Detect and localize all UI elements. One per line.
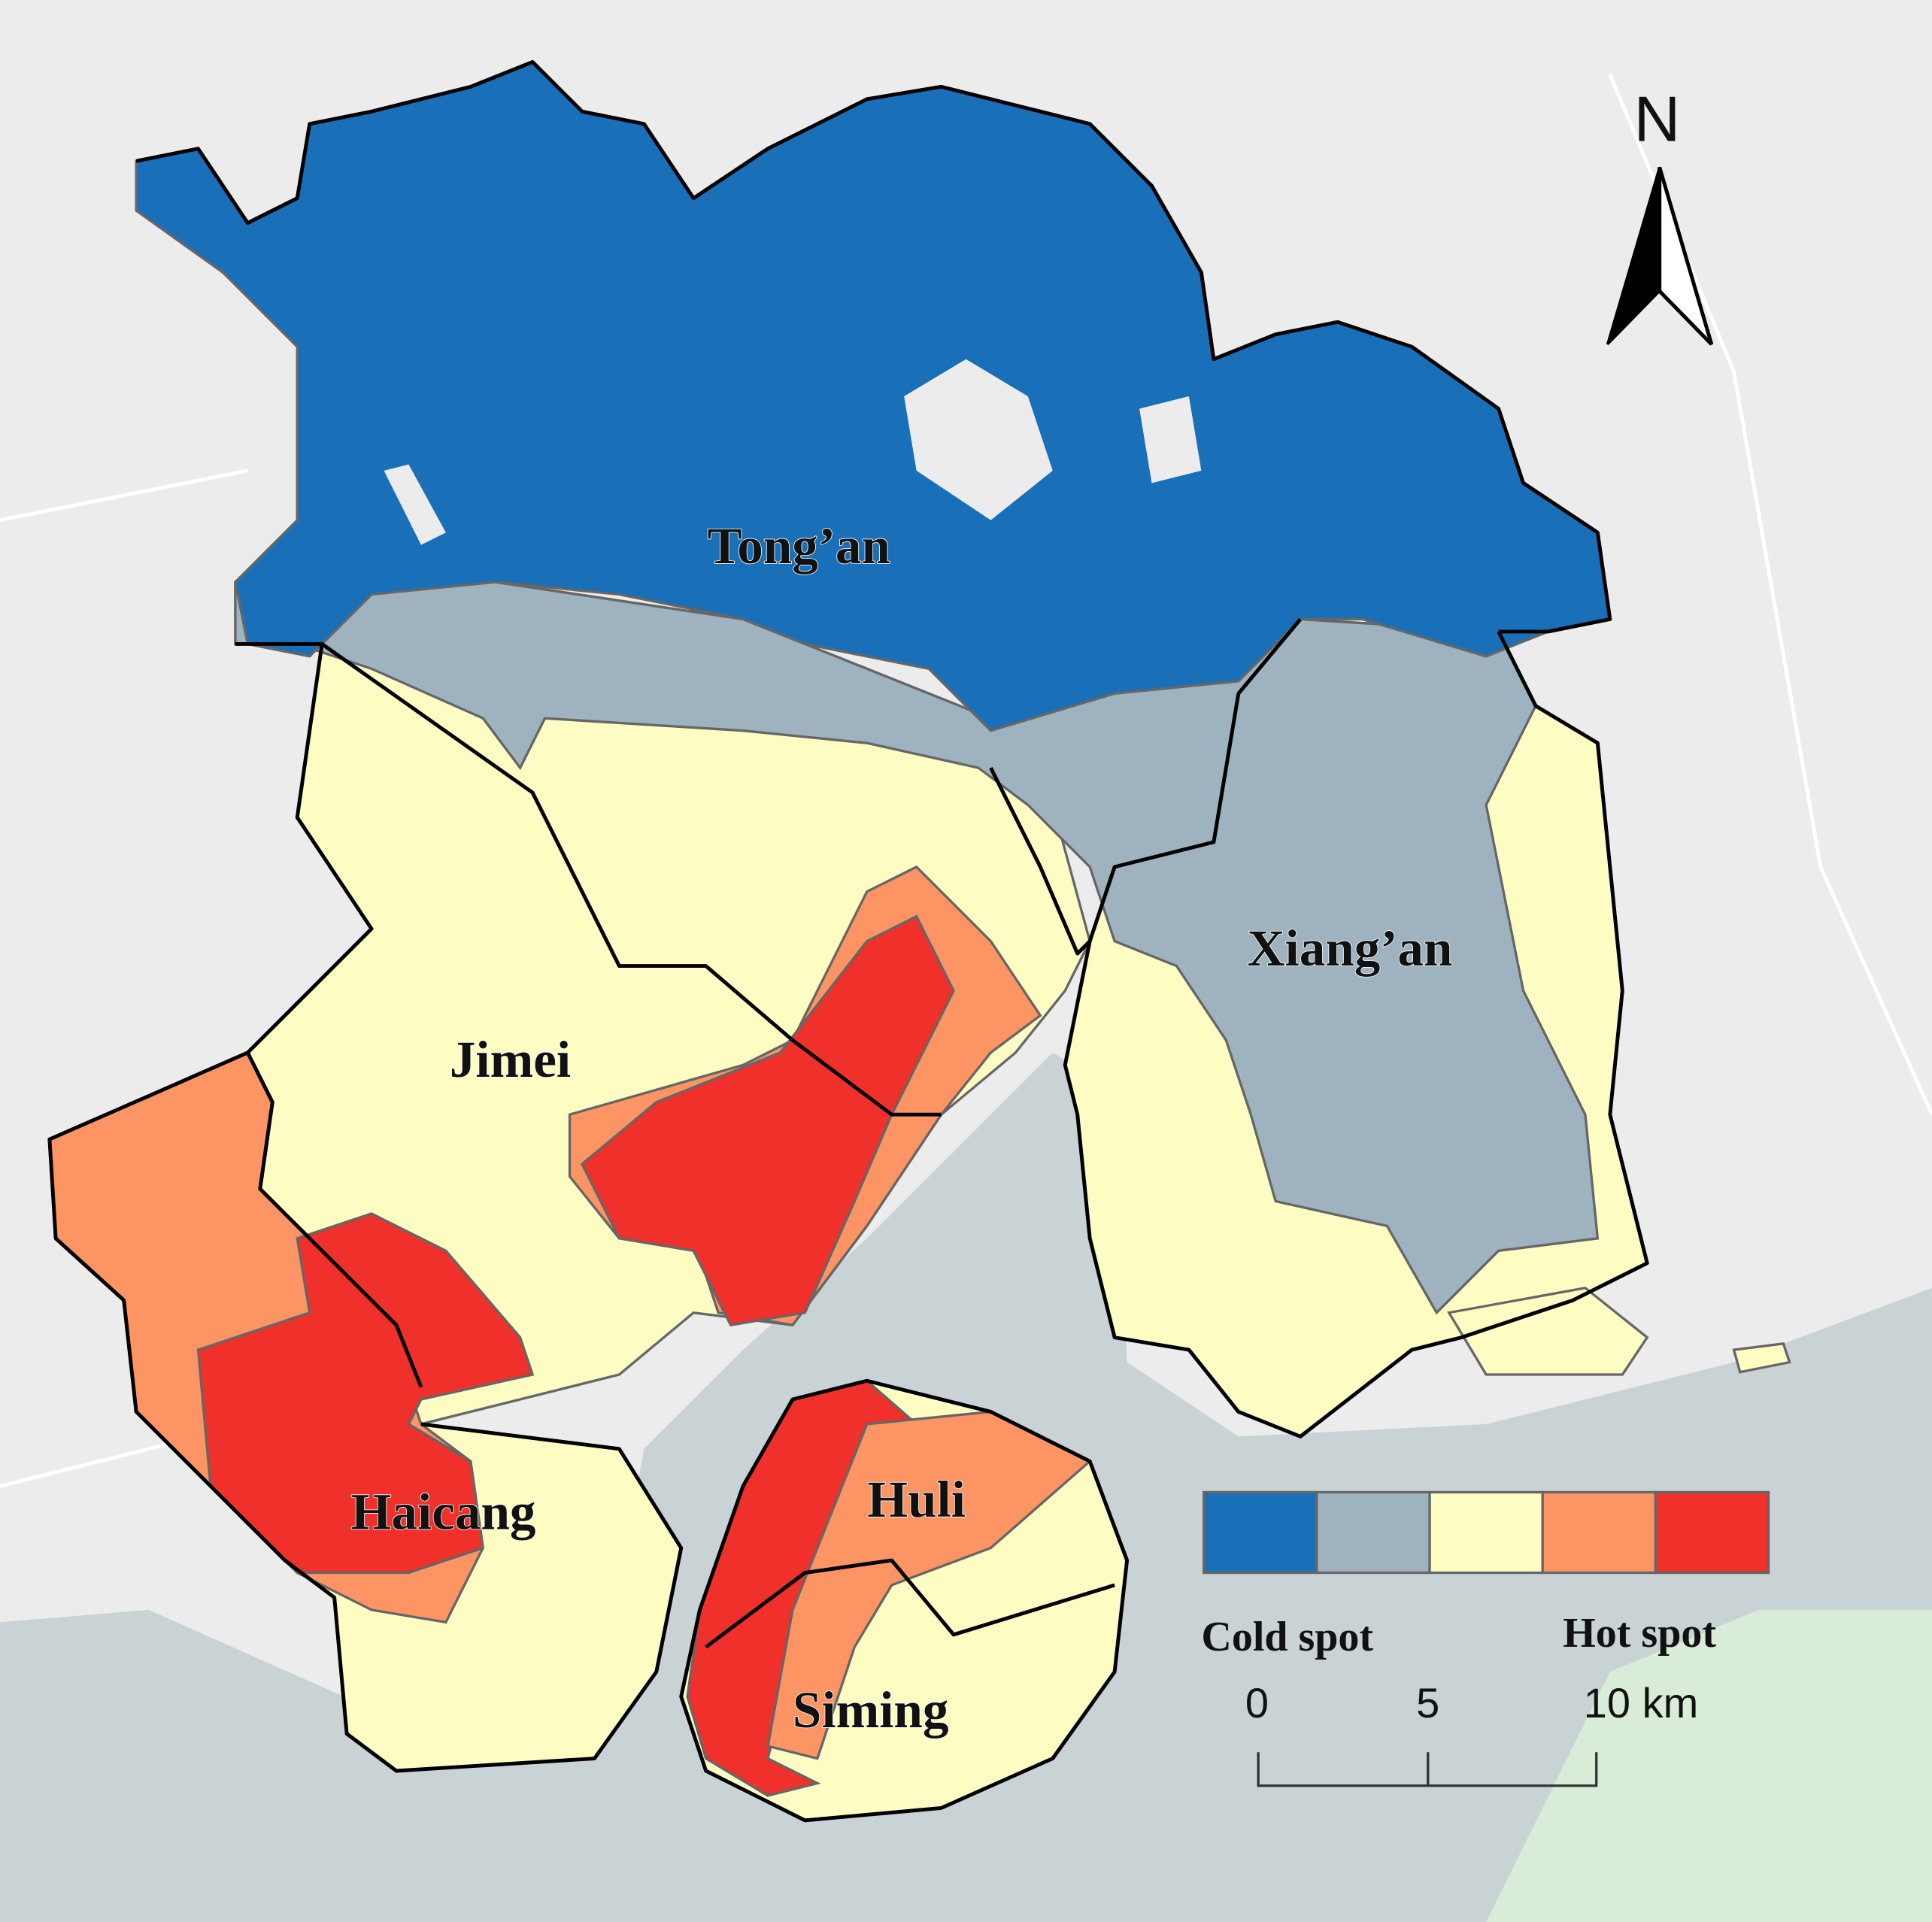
district-label: Tong’an <box>707 517 890 574</box>
scale-label: 5 <box>1416 1679 1439 1726</box>
border <box>989 617 1303 956</box>
no-data-area <box>1139 396 1202 484</box>
islet <box>1732 1342 1791 1374</box>
border <box>135 59 1612 634</box>
district-label: Haicang <box>351 1482 536 1540</box>
scale-bar <box>1257 1752 1598 1787</box>
legend-swatch <box>1654 1490 1770 1575</box>
legend-high-label: Hot spot <box>1563 1610 1716 1657</box>
scale-label: 10 km <box>1584 1679 1698 1726</box>
border <box>679 1378 1130 1823</box>
green-area <box>1486 1609 1932 1922</box>
border <box>47 641 684 1773</box>
legend-swatch <box>1315 1490 1431 1575</box>
border <box>246 1051 423 1388</box>
scale-label: 0 <box>1245 1679 1269 1726</box>
district-borders <box>47 59 1649 1823</box>
district-label: Xiang’an <box>1248 919 1453 977</box>
legend <box>1203 1490 1770 1575</box>
district-label: Jimei <box>450 1030 571 1088</box>
road <box>0 468 248 523</box>
islet <box>1447 1286 1649 1376</box>
border <box>320 642 942 1117</box>
district-label: Siming <box>793 1681 949 1739</box>
legend-low-label: Cold spot <box>1201 1614 1373 1660</box>
border <box>705 1558 1115 1649</box>
district-label: Huli <box>867 1470 966 1528</box>
no-data-area <box>384 464 446 545</box>
hot-spot <box>196 1212 535 1575</box>
legend-swatch <box>1428 1490 1544 1575</box>
north-arrow <box>1658 166 1714 346</box>
north-label: N <box>1633 83 1680 155</box>
border <box>1063 630 1649 1438</box>
legend-swatch <box>1203 1490 1318 1575</box>
legend-swatch <box>1541 1490 1658 1575</box>
no-data <box>384 359 1202 545</box>
no-data-area <box>904 359 1053 520</box>
